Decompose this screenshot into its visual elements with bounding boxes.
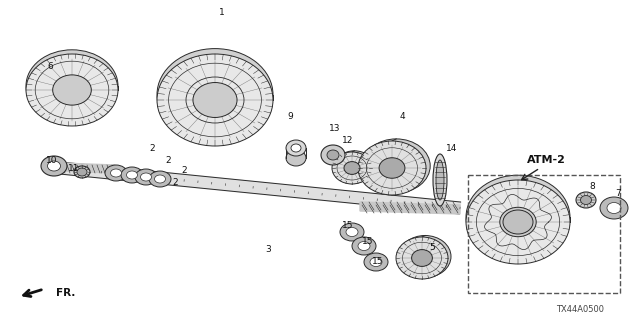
Ellipse shape [157,49,273,140]
Ellipse shape [141,173,152,181]
Ellipse shape [358,141,426,195]
Ellipse shape [291,144,301,152]
Ellipse shape [436,160,444,200]
Text: 13: 13 [329,124,340,132]
Ellipse shape [466,180,570,264]
Ellipse shape [135,169,157,185]
Ellipse shape [41,156,67,176]
Ellipse shape [433,154,447,206]
Text: 2: 2 [172,178,178,187]
Ellipse shape [600,197,628,219]
Ellipse shape [286,140,306,156]
Ellipse shape [412,250,433,266]
Ellipse shape [576,192,596,208]
Text: 15: 15 [342,221,354,230]
Text: ATM-2: ATM-2 [527,155,565,165]
Polygon shape [360,202,460,214]
Text: 7: 7 [615,189,621,198]
Ellipse shape [503,210,533,234]
Text: 11: 11 [68,164,80,172]
Text: FR.: FR. [56,288,76,298]
Ellipse shape [127,171,138,179]
Ellipse shape [500,207,536,237]
Ellipse shape [466,175,570,259]
Text: 9: 9 [287,111,293,121]
Text: 6: 6 [47,61,53,70]
Ellipse shape [193,83,237,117]
Polygon shape [60,163,115,173]
Ellipse shape [580,196,591,204]
Ellipse shape [74,166,90,178]
Text: 8: 8 [589,181,595,190]
Ellipse shape [332,152,372,184]
Ellipse shape [327,150,339,160]
Ellipse shape [607,203,621,213]
Ellipse shape [321,145,345,165]
Ellipse shape [396,237,448,279]
Ellipse shape [105,165,127,181]
Ellipse shape [340,223,364,241]
Ellipse shape [364,253,388,271]
Ellipse shape [335,151,374,183]
Text: 4: 4 [399,111,405,121]
Text: 15: 15 [362,237,374,246]
Polygon shape [60,162,461,214]
Ellipse shape [26,54,118,126]
Text: TX44A0500: TX44A0500 [556,306,604,315]
Text: 14: 14 [446,143,458,153]
Ellipse shape [154,175,166,183]
Text: 15: 15 [372,258,384,267]
Ellipse shape [346,228,358,236]
Ellipse shape [47,161,61,171]
Ellipse shape [111,169,122,177]
Text: 1: 1 [219,7,225,17]
Ellipse shape [77,168,87,176]
Ellipse shape [149,171,171,187]
Ellipse shape [358,242,370,251]
Ellipse shape [362,139,430,193]
Text: 5: 5 [429,244,435,252]
Text: 3: 3 [265,245,271,254]
Ellipse shape [157,54,273,146]
Ellipse shape [26,50,118,122]
Ellipse shape [344,162,360,174]
Ellipse shape [121,167,143,183]
Text: 2: 2 [181,165,187,174]
Ellipse shape [52,75,92,105]
Ellipse shape [352,237,376,255]
Ellipse shape [370,258,382,267]
Text: 10: 10 [46,156,58,164]
Ellipse shape [379,158,405,178]
Ellipse shape [399,236,451,277]
Text: 2: 2 [149,143,155,153]
Text: 2: 2 [165,156,171,164]
Text: 12: 12 [342,135,354,145]
Ellipse shape [286,150,306,166]
